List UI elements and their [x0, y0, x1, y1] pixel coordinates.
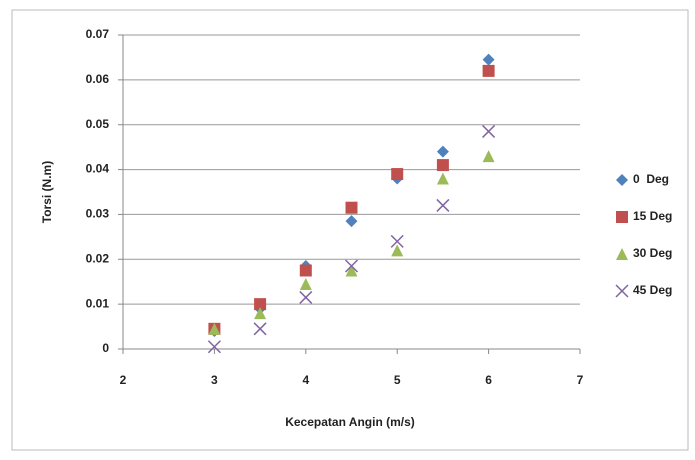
marker	[299, 277, 312, 290]
marker	[616, 211, 628, 223]
marker	[344, 259, 359, 273]
y-tick-label: 0.01	[86, 296, 110, 310]
marker	[345, 215, 358, 228]
y-axis-title: Torsi (N.m)	[40, 161, 54, 223]
x-tick-label: 2	[120, 373, 127, 387]
x-tick-label: 7	[577, 373, 584, 387]
marker	[345, 264, 358, 277]
marker	[482, 53, 495, 66]
marker	[254, 298, 267, 311]
x-tick-label: 3	[211, 373, 218, 387]
y-tick-label: 0.04	[86, 162, 110, 176]
y-tick-label: 0.03	[86, 207, 110, 221]
legend-label: 30 Deg	[633, 246, 672, 260]
marker	[436, 159, 449, 172]
y-tick-label: 0.02	[86, 251, 110, 265]
marker	[482, 150, 495, 163]
y-tick-label: 0	[102, 341, 109, 355]
marker	[208, 322, 221, 335]
marker	[436, 198, 450, 212]
marker	[299, 290, 313, 304]
y-tick-label: 0.05	[86, 117, 110, 131]
x-tick-label: 5	[394, 373, 401, 387]
y-tick-label: 0.07	[86, 27, 110, 41]
x-axis-title: Kecepatan Angin (m/s)	[285, 415, 415, 429]
legend-label: 15 Deg	[633, 209, 672, 223]
chart-frame	[11, 9, 689, 451]
x-tick-label: 4	[302, 373, 309, 387]
marker	[299, 264, 312, 277]
marker	[253, 322, 267, 336]
marker	[390, 234, 404, 248]
marker	[207, 340, 221, 354]
marker	[482, 124, 496, 138]
marker	[436, 172, 449, 185]
y-tick-label: 0.06	[86, 72, 110, 86]
marker	[482, 64, 495, 77]
legend-label: 0 Deg	[633, 172, 669, 186]
marker	[616, 174, 628, 186]
marker	[391, 244, 404, 257]
x-tick-label: 6	[485, 373, 492, 387]
marker	[615, 284, 629, 298]
marker	[254, 307, 267, 320]
marker	[436, 145, 449, 158]
marker	[616, 248, 628, 260]
marker	[391, 168, 404, 181]
marker	[345, 201, 358, 214]
legend-label: 45 Deg	[633, 283, 672, 297]
